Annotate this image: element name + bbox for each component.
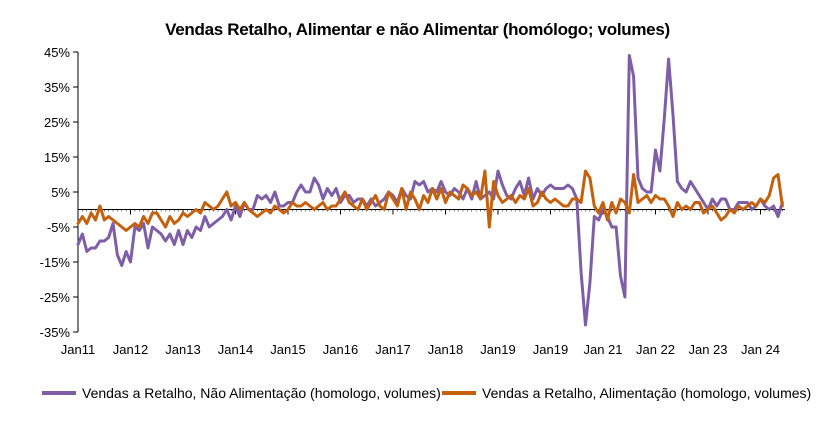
- x-tick-label: Jan 23: [688, 342, 727, 357]
- y-tick-label: 5%: [51, 185, 70, 200]
- legend-item-non-food: Vendas a Retalho, Não Alimentação (homol…: [42, 385, 441, 401]
- legend-item-food: Vendas a Retalho, Alimentação (homologo,…: [442, 385, 811, 401]
- x-tick-label: Jan19: [480, 342, 515, 357]
- x-tick-label: Jan15: [270, 342, 305, 357]
- legend-swatch-food: [442, 391, 476, 395]
- legend-label-food: Vendas a Retalho, Alimentação (homologo,…: [482, 385, 812, 401]
- x-tick-label: Jan14: [218, 342, 253, 357]
- legend: Vendas a Retalho, Não Alimentação (homol…: [0, 385, 835, 405]
- series-lines: [76, 54, 784, 327]
- x-tick-label: Jan12: [113, 342, 148, 357]
- y-tick-label: -5%: [47, 220, 71, 235]
- x-tick-label: Jan 22: [636, 342, 675, 357]
- y-tick-label: 35%: [44, 80, 70, 95]
- x-tick-label: Jan17: [375, 342, 410, 357]
- y-axis: 45% 35% 25% 15% 5% -5% -15% -25% -35%: [40, 45, 79, 340]
- y-tick-label: 25%: [44, 115, 70, 130]
- legend-label-non-food: Vendas a Retalho, Não Alimentação (homol…: [82, 385, 441, 401]
- x-tick-label: Jan13: [165, 342, 200, 357]
- y-tick-label: -35%: [40, 325, 71, 340]
- y-tick-label: -15%: [40, 255, 71, 270]
- y-tick-label: 15%: [44, 150, 70, 165]
- legend-swatch-non-food: [42, 391, 76, 395]
- series-line-non-food: [76, 54, 784, 327]
- y-tick-label: -25%: [40, 290, 71, 305]
- x-tick-label: Jan11: [61, 342, 95, 357]
- chart-title: Vendas Retalho, Alimentar e não Alimenta…: [165, 20, 670, 39]
- x-axis: Jan11 Jan12 Jan13 Jan14 Jan15 Jan16 Jan17 Jan18…: [61, 209, 785, 357]
- x-tick-label: Jan16: [323, 342, 358, 357]
- series-line-food: [76, 169, 784, 232]
- x-tick-label: Jan18: [428, 342, 463, 357]
- x-tick-label: Jan 24: [741, 342, 780, 357]
- y-tick-label: 45%: [44, 45, 70, 60]
- x-tick-label: Jan19: [533, 342, 568, 357]
- x-tick-label: Jan 21: [583, 342, 622, 357]
